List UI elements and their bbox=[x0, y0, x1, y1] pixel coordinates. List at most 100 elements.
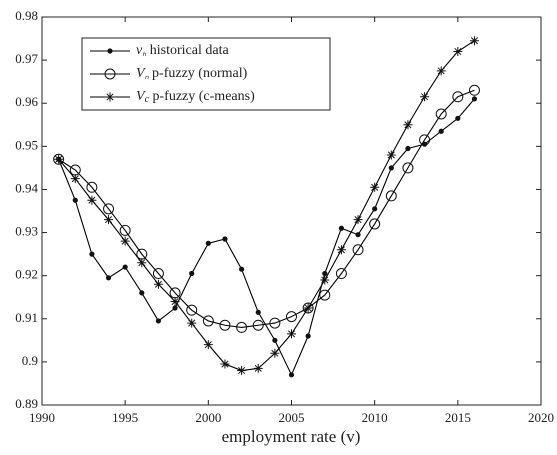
point bbox=[269, 317, 281, 329]
point bbox=[153, 279, 163, 289]
x-tick-label: 1990 bbox=[29, 410, 55, 425]
y-tick-label: 0.98 bbox=[15, 8, 38, 23]
point bbox=[53, 153, 65, 165]
point bbox=[170, 297, 180, 307]
point bbox=[203, 340, 213, 350]
x-tick-label: 1995 bbox=[112, 410, 138, 425]
point bbox=[319, 289, 331, 301]
point bbox=[455, 115, 461, 121]
series-line bbox=[58, 98, 475, 377]
point bbox=[452, 91, 464, 103]
point bbox=[471, 96, 478, 102]
point bbox=[302, 302, 314, 314]
point bbox=[187, 318, 197, 328]
point bbox=[70, 174, 80, 184]
point bbox=[469, 36, 479, 46]
x-tick-label: 2015 bbox=[445, 410, 471, 425]
point bbox=[189, 270, 195, 277]
point bbox=[202, 315, 214, 327]
point bbox=[239, 266, 245, 272]
legend-label: Vₙ p-fuzzy (normal) bbox=[136, 66, 248, 82]
point bbox=[405, 145, 411, 152]
point bbox=[420, 92, 430, 102]
point bbox=[87, 195, 97, 205]
point bbox=[303, 303, 313, 313]
point bbox=[137, 258, 147, 268]
legend-marker bbox=[104, 68, 116, 80]
series-line bbox=[58, 89, 475, 328]
point bbox=[468, 84, 480, 96]
x-tick-label: 2020 bbox=[528, 410, 554, 425]
x-tick-label: 2010 bbox=[362, 410, 388, 425]
point bbox=[272, 337, 278, 343]
point bbox=[287, 329, 296, 339]
point bbox=[419, 134, 431, 146]
point bbox=[120, 236, 130, 246]
y-tick-label: 0.89 bbox=[15, 396, 38, 411]
point bbox=[54, 154, 64, 164]
point bbox=[436, 66, 446, 76]
point bbox=[236, 321, 248, 333]
legend-label: vₕ historical data bbox=[136, 43, 229, 59]
point bbox=[435, 108, 447, 120]
point bbox=[322, 270, 328, 277]
legend-marker bbox=[107, 48, 113, 54]
point bbox=[255, 309, 261, 315]
point bbox=[270, 348, 280, 358]
point bbox=[139, 290, 145, 296]
point bbox=[403, 120, 413, 130]
point bbox=[222, 236, 228, 242]
x-tick-label: 2005 bbox=[279, 410, 305, 425]
point bbox=[370, 182, 380, 192]
point bbox=[320, 275, 330, 285]
x-axis-label: employment rate (v) bbox=[222, 427, 361, 446]
y-tick-label: 0.94 bbox=[15, 180, 38, 195]
point bbox=[385, 190, 397, 202]
point bbox=[369, 218, 381, 230]
legend-label: Vc p-fuzzy (c-means) bbox=[136, 89, 255, 105]
point bbox=[119, 224, 131, 236]
point bbox=[172, 305, 178, 311]
y-tick-label: 0.96 bbox=[15, 94, 38, 109]
point bbox=[438, 128, 444, 134]
point bbox=[122, 264, 128, 270]
point bbox=[237, 366, 247, 376]
x-tick-label: 2000 bbox=[195, 410, 221, 425]
point bbox=[372, 206, 378, 212]
point bbox=[152, 268, 164, 280]
y-tick-label: 0.97 bbox=[15, 51, 38, 66]
point bbox=[453, 46, 463, 56]
y-tick-label: 0.91 bbox=[15, 310, 38, 325]
point bbox=[305, 333, 311, 339]
point bbox=[336, 245, 346, 255]
point bbox=[86, 181, 98, 193]
point bbox=[288, 372, 295, 378]
point bbox=[355, 232, 361, 238]
y-tick-label: 0.95 bbox=[15, 137, 38, 152]
y-tick-label: 0.9 bbox=[22, 353, 38, 368]
point bbox=[386, 150, 396, 160]
point bbox=[104, 215, 114, 225]
point bbox=[253, 363, 263, 373]
point bbox=[402, 162, 414, 174]
point bbox=[335, 268, 347, 280]
legend-marker bbox=[105, 92, 115, 102]
point bbox=[103, 203, 115, 215]
point bbox=[89, 251, 95, 257]
y-tick-label: 0.92 bbox=[15, 267, 38, 282]
point bbox=[219, 319, 231, 331]
point bbox=[72, 197, 78, 203]
series-line bbox=[58, 40, 475, 372]
point bbox=[338, 225, 344, 231]
y-tick-label: 0.93 bbox=[15, 224, 38, 239]
point bbox=[105, 275, 112, 281]
point bbox=[286, 311, 297, 323]
point bbox=[252, 319, 264, 331]
point bbox=[205, 240, 211, 246]
point bbox=[353, 215, 363, 225]
point bbox=[388, 165, 394, 171]
point bbox=[220, 359, 230, 369]
point bbox=[352, 244, 364, 256]
point bbox=[186, 304, 198, 316]
